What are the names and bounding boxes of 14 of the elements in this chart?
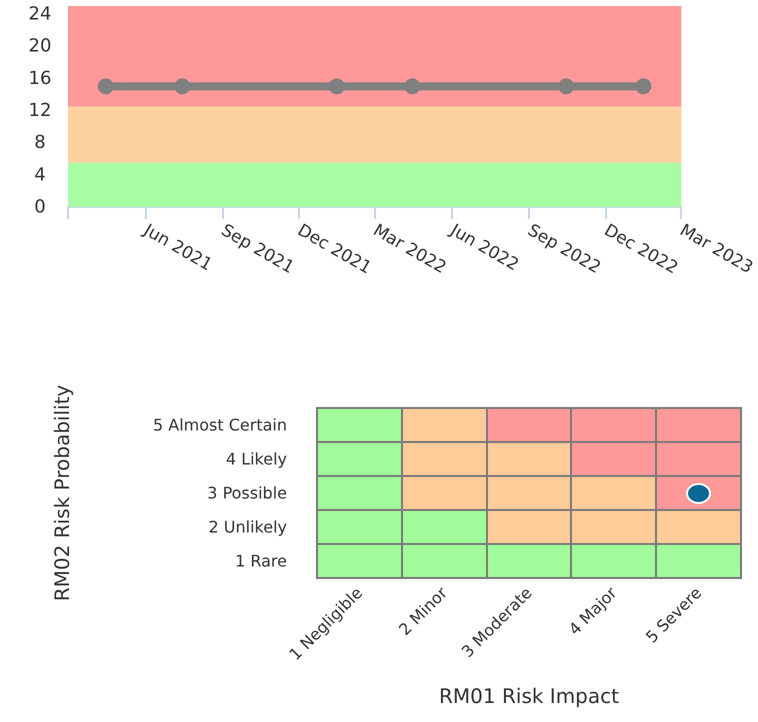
y-tick-label: 20: [28, 36, 52, 57]
y-tick-label: 24: [28, 4, 52, 25]
category-label: 5 Almost Certain: [153, 416, 287, 434]
text: RM01 Risk Impact: [439, 684, 620, 708]
y-tick-label: 12: [28, 100, 52, 122]
y-tick-label: 8: [34, 132, 46, 154]
text: RM02 Risk Probability: [50, 384, 74, 602]
y-tick-label: 16: [28, 68, 52, 89]
category-label: 4 Likely: [226, 450, 287, 468]
y-tick-label: 0: [34, 196, 46, 218]
category-label: 2 Unlikely: [208, 518, 287, 536]
y-tick-label: 4: [34, 164, 46, 186]
category-label: 3 Possible: [207, 484, 287, 502]
category-label: 1 Rare: [235, 552, 287, 570]
